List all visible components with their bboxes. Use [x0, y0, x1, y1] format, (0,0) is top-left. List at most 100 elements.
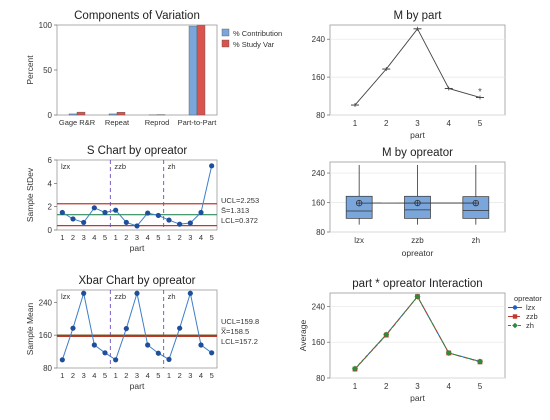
s-chart-ytick-label: 4 [48, 179, 53, 188]
components-chart-legend-label: % Study Var [233, 40, 275, 49]
xbar-chart-point [124, 326, 129, 331]
interaction-chart-xtick-label: 3 [415, 382, 420, 391]
xbar-chart-point [70, 326, 75, 331]
m-by-part-chart-ytick-label: 160 [312, 73, 326, 82]
xbar-chart-lcl-label: LCL=157.2 [221, 337, 258, 346]
s-chart-group-label: lzx [61, 162, 70, 171]
s-chart-xtick-label: 2 [71, 233, 75, 242]
s-chart-point [70, 216, 75, 221]
components-chart-ytick-label: 0 [48, 111, 53, 120]
interaction-chart-legend-marker [512, 323, 518, 329]
s-chart-ucl-label: UCL=2.253 [221, 196, 259, 205]
s-chart-xtick-label: 1 [167, 233, 171, 242]
s-chart-lcl-label: LCL=0.372 [221, 216, 258, 225]
interaction-chart-legend-label: zh [526, 321, 534, 330]
xbar-chart-point [145, 342, 150, 347]
components-chart-bar-1-1 [117, 112, 125, 115]
components-chart-xtick-label: Repeat [105, 118, 130, 127]
m-by-operator-chart-title: M by opreator [382, 147, 453, 159]
m-by-part-chart-ytick-label: 80 [316, 111, 325, 120]
xbar-chart-xtick-label: 3 [135, 371, 139, 380]
s-chart-group-label: zzb [114, 162, 126, 171]
xbar-chart-ytick-label: 240 [39, 298, 53, 307]
xbar-chart-point [166, 357, 171, 362]
components-chart-legend-swatch [222, 40, 229, 47]
interaction-chart-xtick-label: 2 [384, 382, 389, 391]
interaction-chart-ytick-label: 240 [312, 302, 326, 311]
s-chart-xtick-label: 3 [188, 233, 192, 242]
m-by-operator-chart-ytick-label: 80 [316, 228, 325, 237]
interaction-chart-legend-label: lzx [526, 303, 535, 312]
s-chart-xtick-label: 1 [60, 233, 64, 242]
s-chart-group-label: zh [168, 162, 176, 171]
m-by-operator-chart-ytick-label: 240 [312, 169, 326, 178]
m-by-part-chart-xtick-label: 1 [353, 119, 358, 128]
s-chart-point [134, 223, 139, 228]
interaction-chart-legend-label: zzb [526, 312, 538, 321]
m-by-operator-chart-xtick-label: zh [472, 236, 480, 245]
interaction-chart-ylabel: Average [298, 319, 308, 351]
xbar-chart-point [92, 342, 97, 347]
xbar-chart-point [188, 291, 193, 296]
components-chart-title: Components of Variation [74, 10, 200, 22]
m-by-operator-chart-xtick-label: zzb [411, 236, 424, 245]
components-chart-legend-label: % Contribution [233, 29, 282, 38]
m-by-operator-chart-ytick-label: 160 [312, 199, 326, 208]
xbar-chart-point [177, 326, 182, 331]
interaction-chart-xtick-label: 4 [447, 382, 452, 391]
xbar-chart-ytick-label: 160 [39, 331, 53, 340]
s-chart-xtick-label: 4 [199, 233, 203, 242]
m-by-part-chart-frame [330, 25, 505, 115]
xbar-chart-xtick-label: 2 [178, 371, 182, 380]
xbar-chart-center-label: X̿=158.5 [220, 327, 249, 336]
s-chart-xtick-label: 4 [92, 233, 96, 242]
xbar-chart-xtick-label: 2 [124, 371, 128, 380]
s-chart-center-label: S̄=1.313 [221, 206, 249, 215]
xbar-chart-point [198, 342, 203, 347]
xbar-chart-xtick-label: 4 [146, 371, 150, 380]
components-chart-legend-swatch [222, 29, 229, 36]
m-by-part-chart-ytick-label: 240 [312, 35, 326, 44]
m-by-part-chart-xlabel: part [410, 130, 425, 140]
m-by-part-chart-xtick-label: 3 [415, 119, 420, 128]
m-by-part-chart-outlier-marker: * [478, 87, 482, 98]
interaction-chart-legend-marker [513, 305, 517, 309]
components-chart-ytick-label: 50 [43, 66, 52, 75]
s-chart-xtick-label: 4 [146, 233, 150, 242]
xbar-chart-point [134, 291, 139, 296]
xbar-chart-ytick-label: 80 [43, 364, 52, 373]
m-by-operator-chart-xtick-label: lzx [354, 236, 364, 245]
s-chart-point [92, 205, 97, 210]
s-chart-xtick-label: 5 [103, 233, 107, 242]
components-chart-bar-0-3 [189, 26, 197, 115]
components-chart-bar-0-0 [69, 114, 77, 115]
s-chart-ytick-label: 2 [48, 203, 53, 212]
xbar-chart-point [156, 351, 161, 356]
interaction-chart-xtick-label: 5 [478, 382, 483, 391]
xbar-chart-point [60, 357, 65, 362]
s-chart-point [177, 222, 182, 227]
components-chart-ylabel: Percent [25, 55, 35, 85]
xbar-chart-point [81, 291, 86, 296]
s-chart-frame [57, 160, 217, 230]
interaction-chart-ytick-label: 160 [312, 338, 326, 347]
interaction-chart-frame [330, 293, 505, 378]
xbar-chart-xtick-label: 5 [103, 371, 107, 380]
m-by-part-chart-xtick-label: 2 [384, 119, 389, 128]
s-chart-xtick-label: 2 [178, 233, 182, 242]
xbar-chart-group-label: lzx [61, 292, 70, 301]
interaction-chart-ytick-label: 80 [316, 374, 325, 383]
s-chart-ytick-label: 0 [48, 226, 53, 235]
m-by-part-chart-title: M by part [394, 10, 443, 22]
components-chart-bar-1-3 [197, 25, 205, 115]
components-chart-bar-0-1 [109, 114, 117, 115]
xbar-chart-point [113, 357, 118, 362]
xbar-chart-xtick-label: 3 [188, 371, 192, 380]
s-chart-xtick-label: 2 [124, 233, 128, 242]
s-chart-point [166, 217, 171, 222]
interaction-chart-title: part * opreator Interaction [352, 278, 482, 290]
m-by-operator-chart-box [405, 196, 431, 218]
s-chart-xlabel: part [130, 243, 145, 253]
s-chart-xtick-label: 3 [82, 233, 86, 242]
